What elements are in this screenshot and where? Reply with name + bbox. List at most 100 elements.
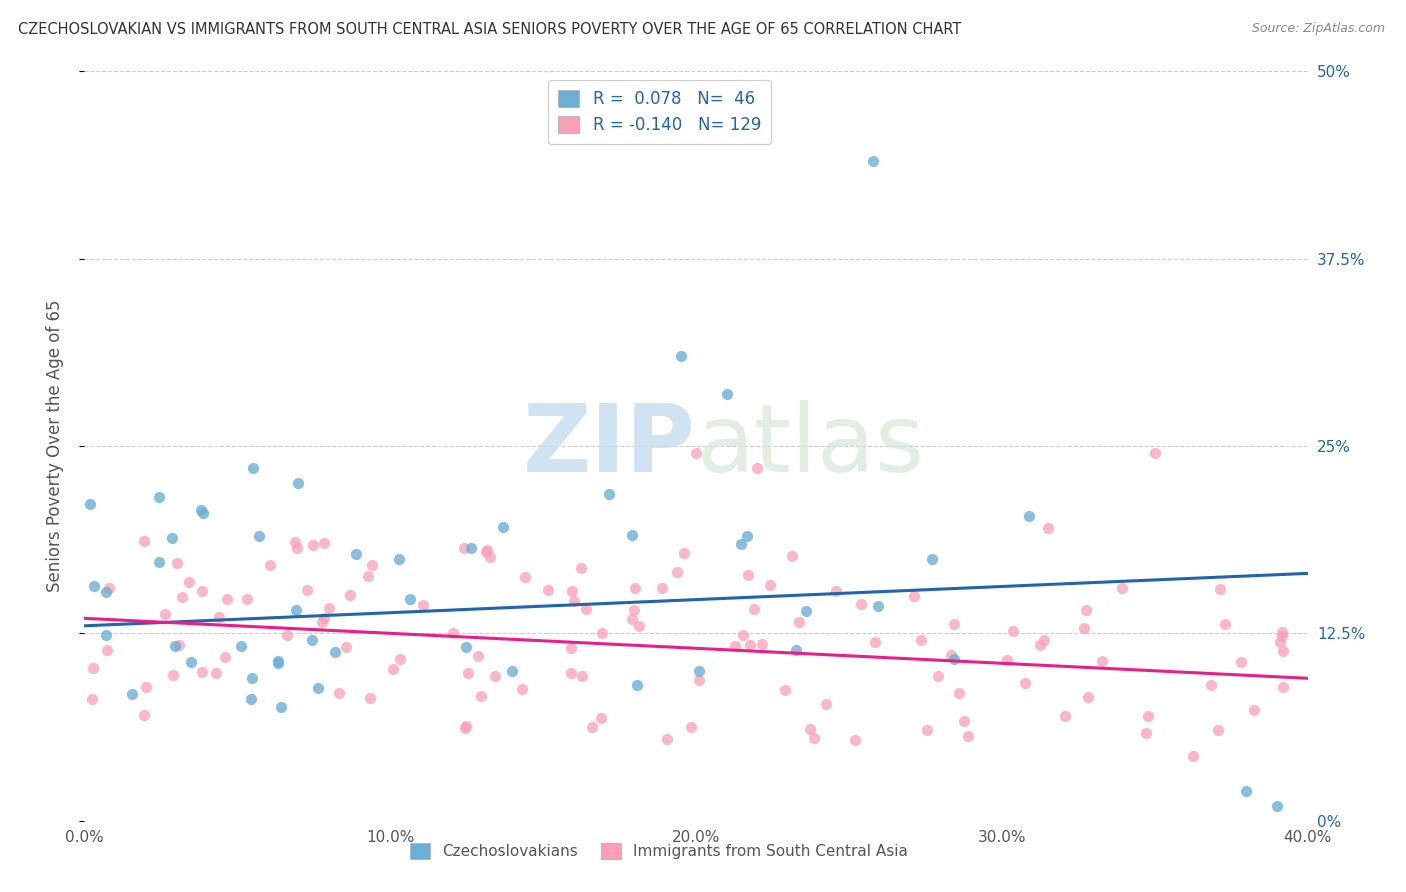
Point <box>1135 725 1157 739</box>
Y-axis label: Seniors Poverty Over the Age of 65: Seniors Poverty Over the Age of 65 <box>45 300 63 592</box>
Point <box>1201 678 1223 692</box>
Point <box>688 673 710 687</box>
Point <box>953 714 976 728</box>
Point <box>135 680 157 694</box>
Point <box>454 721 477 735</box>
Point <box>510 681 533 696</box>
Point <box>80 692 103 706</box>
Point <box>1236 783 1258 797</box>
Point <box>1206 723 1229 737</box>
Point <box>939 648 962 662</box>
Point <box>297 582 319 597</box>
Point <box>259 558 281 572</box>
Point <box>83 579 105 593</box>
Text: atlas: atlas <box>696 400 924 492</box>
Point <box>1029 638 1052 652</box>
Point <box>624 581 647 595</box>
Point <box>1111 581 1133 595</box>
Point <box>475 545 498 559</box>
Point <box>285 603 308 617</box>
Point <box>651 581 673 595</box>
Point <box>284 535 307 549</box>
Point <box>780 549 803 563</box>
Point <box>215 591 238 606</box>
Point <box>1243 703 1265 717</box>
Point <box>191 584 214 599</box>
Point <box>794 604 817 618</box>
Point <box>170 591 193 605</box>
Point <box>484 669 506 683</box>
Point <box>865 635 887 649</box>
Point <box>716 386 738 401</box>
Point <box>561 583 583 598</box>
Point <box>388 651 411 665</box>
Point <box>311 615 333 630</box>
Point <box>357 569 380 583</box>
Point <box>98 581 121 595</box>
Point <box>501 665 523 679</box>
Point <box>844 732 866 747</box>
Point <box>995 653 1018 667</box>
Point <box>758 578 780 592</box>
Point <box>132 707 155 722</box>
Point <box>562 594 585 608</box>
Point <box>247 529 270 543</box>
Point <box>1271 643 1294 657</box>
Point <box>626 678 648 692</box>
Point <box>96 642 118 657</box>
Point <box>191 506 214 520</box>
Point <box>339 588 361 602</box>
Point <box>657 731 679 746</box>
Point <box>868 599 890 614</box>
Point <box>163 640 186 654</box>
Point <box>948 686 970 700</box>
Point <box>229 639 252 653</box>
Point <box>312 536 335 550</box>
Point <box>730 537 752 551</box>
Point <box>267 656 290 670</box>
Point <box>1032 633 1054 648</box>
Point <box>453 541 475 555</box>
Point <box>323 645 346 659</box>
Point <box>927 668 949 682</box>
Point <box>787 615 810 629</box>
Point <box>312 611 335 625</box>
Point <box>724 639 747 653</box>
Point <box>412 598 434 612</box>
Point <box>851 597 873 611</box>
Point <box>673 546 696 560</box>
Point <box>94 584 117 599</box>
Point <box>569 561 592 575</box>
Point <box>457 666 479 681</box>
Point <box>665 566 688 580</box>
Point <box>399 592 422 607</box>
Point <box>148 491 170 505</box>
Point <box>454 719 477 733</box>
Point <box>910 632 932 647</box>
Point <box>915 723 938 738</box>
Point <box>1209 582 1232 596</box>
Text: CZECHOSLOVAKIAN VS IMMIGRANTS FROM SOUTH CENTRAL ASIA SENIORS POVERTY OVER THE A: CZECHOSLOVAKIAN VS IMMIGRANTS FROM SOUTH… <box>18 22 962 37</box>
Point <box>751 637 773 651</box>
Point <box>1036 521 1059 535</box>
Point <box>1054 709 1077 723</box>
Point <box>460 541 482 555</box>
Point <box>301 633 323 648</box>
Point <box>208 610 231 624</box>
Point <box>773 682 796 697</box>
Point <box>733 627 755 641</box>
Point <box>121 687 143 701</box>
Legend: Czechoslovakians, Immigrants from South Central Asia: Czechoslovakians, Immigrants from South … <box>405 838 914 865</box>
Point <box>240 671 263 685</box>
Point <box>685 446 707 460</box>
Point <box>799 722 821 736</box>
Point <box>153 607 176 621</box>
Point <box>862 154 884 169</box>
Point <box>628 619 651 633</box>
Point <box>571 668 593 682</box>
Point <box>825 583 848 598</box>
Point <box>177 574 200 589</box>
Point <box>270 700 292 714</box>
Point <box>167 638 190 652</box>
Point <box>276 628 298 642</box>
